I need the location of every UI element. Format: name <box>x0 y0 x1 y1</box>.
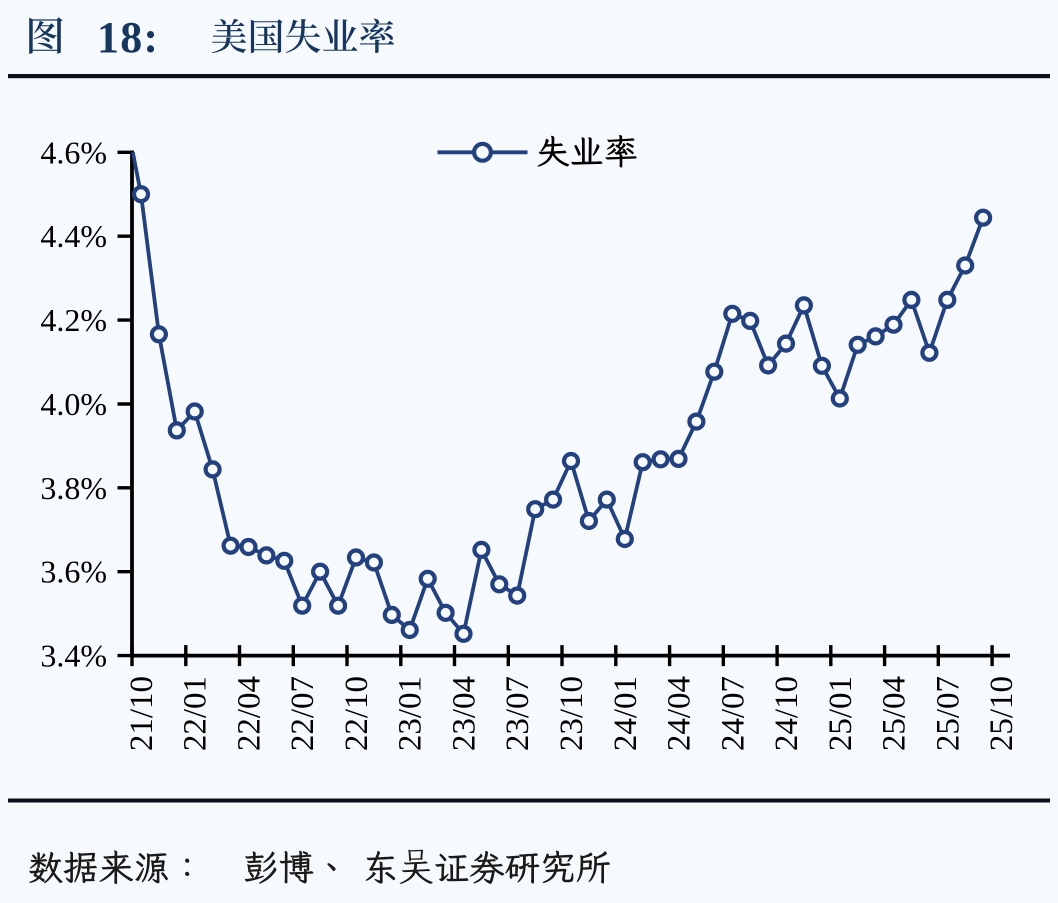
svg-text:3.6%: 3.6% <box>40 554 107 590</box>
svg-text:25/01: 25/01 <box>823 676 859 751</box>
svg-text:22/04: 22/04 <box>232 676 268 751</box>
svg-text:23/07: 23/07 <box>500 676 536 751</box>
svg-text:25/07: 25/07 <box>930 676 966 751</box>
svg-text:3.8%: 3.8% <box>40 470 107 506</box>
svg-text:4.6%: 4.6% <box>40 134 107 170</box>
svg-text:23/04: 23/04 <box>447 676 483 751</box>
svg-text:3.4%: 3.4% <box>40 638 107 674</box>
svg-text:22/01: 22/01 <box>178 676 214 751</box>
svg-text:4.4%: 4.4% <box>40 218 107 254</box>
svg-text:24/10: 24/10 <box>769 676 805 751</box>
svg-text:23/10: 23/10 <box>554 676 590 751</box>
svg-text:4.2%: 4.2% <box>40 302 107 338</box>
svg-text:25/04: 25/04 <box>877 676 913 751</box>
svg-text:22/10: 22/10 <box>339 676 375 751</box>
svg-text:22/07: 22/07 <box>285 676 321 751</box>
svg-text:21/10: 21/10 <box>124 676 160 751</box>
svg-text:24/04: 24/04 <box>662 676 698 751</box>
svg-text:4.0%: 4.0% <box>40 386 107 422</box>
svg-text:23/01: 23/01 <box>393 676 429 751</box>
svg-text:25/10: 25/10 <box>984 676 1020 751</box>
svg-text:24/01: 24/01 <box>608 676 644 751</box>
svg-text:18:: 18: <box>97 13 159 62</box>
svg-text:24/07: 24/07 <box>715 676 751 751</box>
